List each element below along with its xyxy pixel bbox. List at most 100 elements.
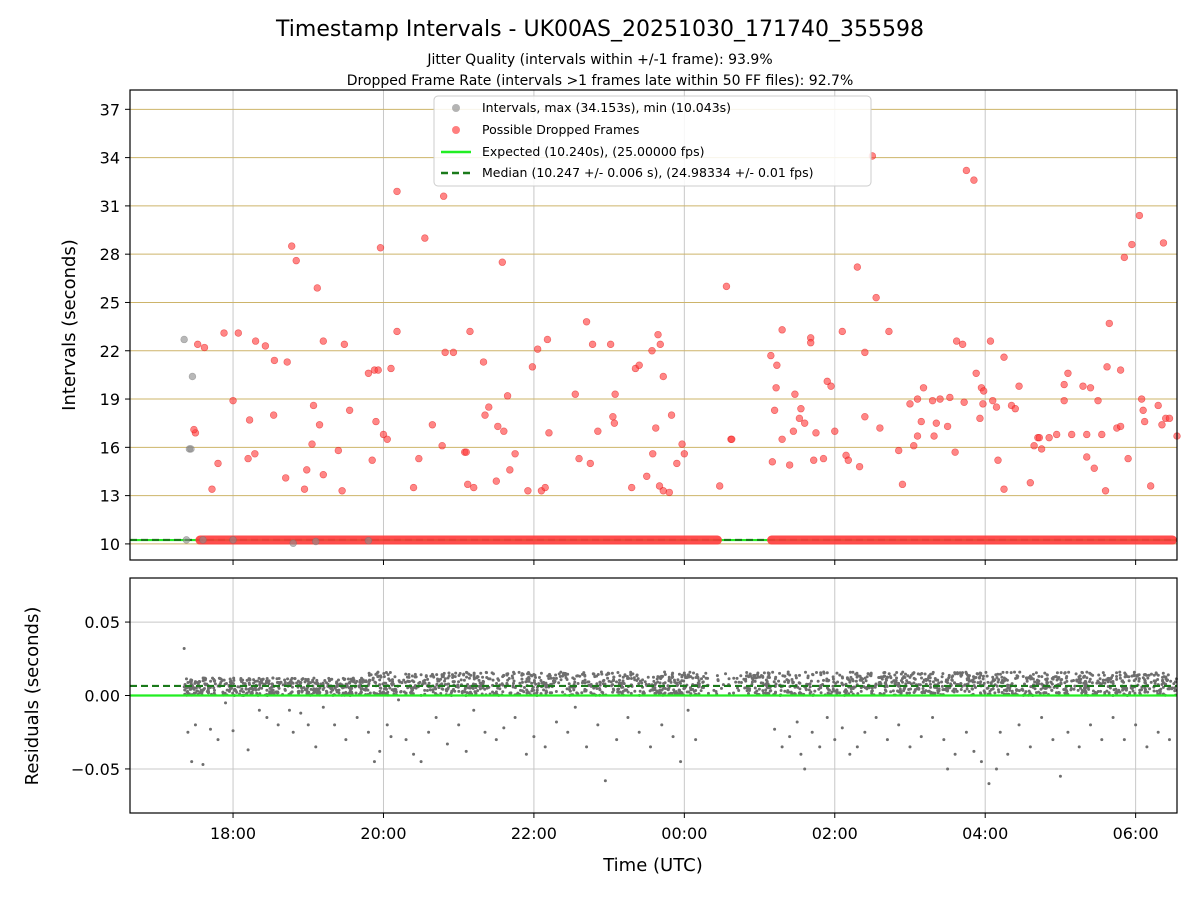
residual-point [1060,678,1064,682]
dropped-frame-point [308,440,316,448]
interval-point [312,537,320,546]
residual-point [219,681,223,685]
residual-point [704,676,708,680]
residual-outlier-point [795,720,799,724]
x-tick-label: 20:00 [360,824,406,843]
residual-point [978,691,982,695]
residual-point [761,674,765,678]
residual-point [525,691,529,695]
dropped-frame-point [655,482,664,490]
dropped-frame-point [269,411,278,419]
residual-point [764,688,768,692]
residual-outlier-point [679,760,683,764]
residual-point [242,690,246,694]
residual-point [563,673,567,677]
dropped-frame-point [943,422,952,431]
residual-point [807,688,811,692]
residual-point [1010,691,1014,695]
dropped-frame-point [498,258,507,266]
intervals-y-tick-label: 13 [100,487,120,506]
dropped-frame-point [656,340,664,349]
residual-outlier-point [585,745,589,749]
residual-point [997,678,1001,682]
residual-point [338,682,342,686]
residual-point [465,671,469,675]
dropped-frame-point [300,485,309,493]
residual-point [819,691,823,695]
residual-point [995,675,999,679]
dropped-frame-point [827,382,835,390]
residual-outlier-point [1006,752,1010,756]
x-tick-label: 06:00 [1113,824,1159,843]
residual-point [771,670,775,674]
residual-outlier-point [524,752,528,756]
residual-point [986,680,990,684]
dropped-frame-point [861,348,869,357]
residual-point [700,677,704,681]
residual-point [199,690,203,694]
dropped-frame-point [449,348,458,357]
residual-point [794,674,798,678]
residual-point [799,691,803,695]
dropped-frame-point [1037,445,1046,453]
legend-marker-intervals [452,104,460,112]
residual-point [672,690,676,694]
residual-point [583,673,587,677]
residual-point [312,689,316,693]
dropped-frame-point [1140,417,1149,426]
residual-point [478,687,482,691]
residual-point [1154,671,1158,675]
residual-point [258,686,262,690]
residual-point [912,681,916,685]
residual-point [510,674,514,678]
residual-point [929,690,933,694]
dropped-frame-point [1159,239,1168,247]
residual-point [1033,680,1037,684]
residual-point [819,671,823,675]
residual-point [879,682,883,686]
residual-point [382,675,386,679]
residual-point [1138,688,1142,692]
dropped-frame-point [838,327,846,336]
dropped-frame-point [1116,422,1125,431]
residual-point [642,691,646,695]
residual-point [979,673,983,677]
residual-point [1129,686,1133,690]
residual-point [989,681,993,685]
residual-point [825,671,829,675]
residual-outlier-point [502,726,506,730]
dropped-frame-point [594,427,602,435]
residual-point [670,676,674,680]
dropped-frame-point [728,435,736,443]
residual-point [1101,671,1105,675]
interval-point [229,536,237,544]
intervals-y-tick-label: 28 [100,245,120,264]
residual-point [1123,671,1127,675]
residual-point [854,672,858,676]
dropped-frame-point [844,456,853,464]
residual-point [304,677,308,681]
residual-point [557,681,561,685]
interval-point [364,536,373,545]
residual-point [1051,677,1055,681]
residual-point [379,686,383,690]
residual-point [1087,687,1091,691]
residual-point [359,690,363,694]
residual-point [1037,674,1041,678]
residual-point [411,692,415,696]
residual-point [286,677,290,681]
residual-point [366,688,370,692]
residual-point [376,670,380,674]
residual-point [1049,680,1053,684]
residual-point [443,677,447,681]
residual-point [789,690,793,694]
residual-point [921,687,925,691]
dropped-frame-point [588,340,597,349]
residual-point [786,689,790,693]
dropped-frames-band [767,535,1177,545]
residual-point [747,692,751,696]
dropped-frame-point [785,461,794,469]
residual-outlier-point [979,760,983,764]
residual-point [1098,677,1102,681]
residual-point [904,682,908,686]
